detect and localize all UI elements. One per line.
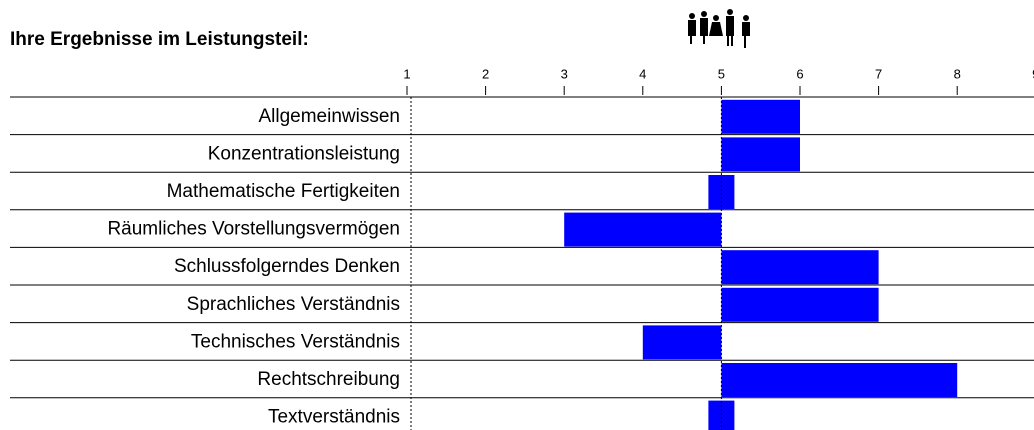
bar — [564, 212, 722, 247]
x-tick-label: 6 — [796, 66, 803, 81]
chart-title: Ihre Ergebnisse im Leistungsteil: — [10, 29, 309, 50]
bar — [721, 99, 800, 134]
x-tick-label: 7 — [875, 66, 882, 81]
bar — [642, 325, 722, 360]
x-tick-label: 3 — [561, 66, 568, 81]
category-label: Räumliches Vorstellungsvermögen — [107, 219, 400, 240]
x-tick-label: 1 — [403, 66, 410, 81]
bar — [708, 175, 735, 209]
bar — [721, 137, 800, 172]
category-label: Technisches Verständnis — [191, 331, 400, 352]
x-tick-label: 9 — [1032, 66, 1034, 81]
category-label: Mathematische Fertigkeiten — [167, 181, 400, 202]
people-icon — [688, 9, 750, 48]
category-label: Rechtschreibung — [257, 369, 400, 390]
category-label: Textverständnis — [268, 407, 400, 428]
bar — [721, 287, 879, 322]
bar — [721, 363, 958, 397]
category-label: Allgemeinwissen — [258, 106, 400, 127]
category-label: Konzentrationsleistung — [208, 143, 400, 164]
bar — [721, 250, 879, 285]
category-label: Sprachliches Verständnis — [187, 294, 400, 315]
category-label: Schlussfolgerndes Denken — [174, 256, 400, 277]
x-tick-label: 4 — [639, 66, 646, 81]
x-tick-label: 5 — [718, 66, 725, 81]
x-tick-label: 8 — [954, 66, 961, 81]
x-tick-label: 2 — [482, 66, 489, 81]
